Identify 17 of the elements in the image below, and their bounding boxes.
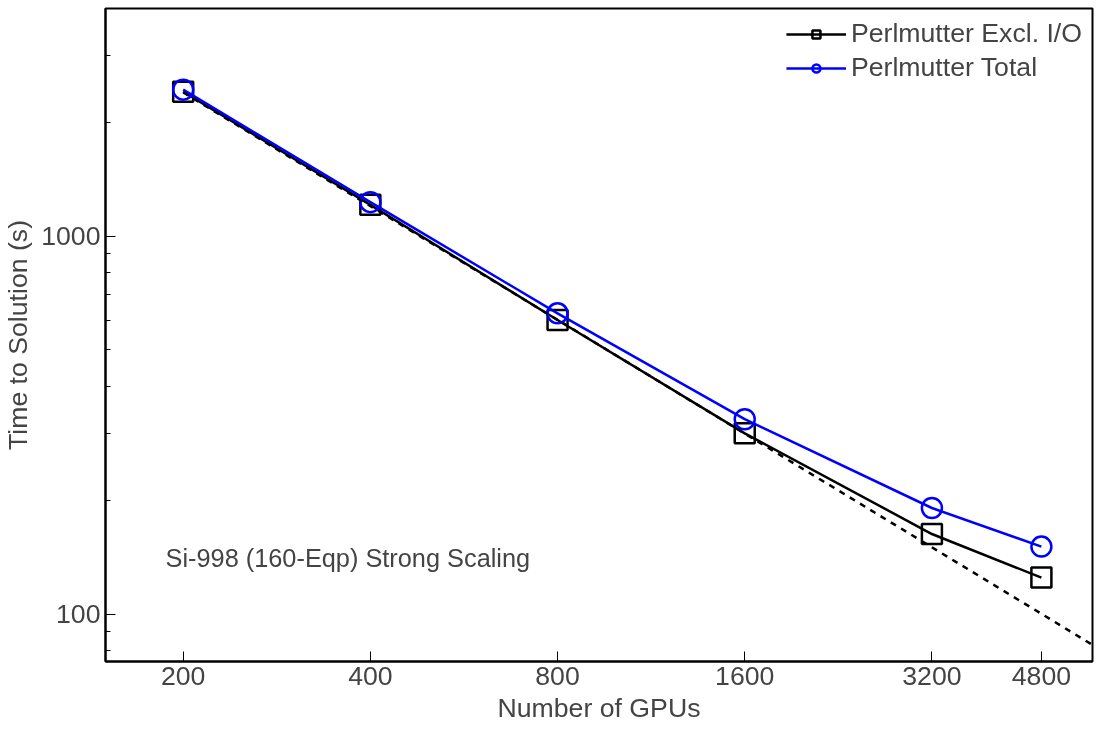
x-tick-label: 800 (535, 660, 580, 691)
y-tick-label: 100 (56, 599, 101, 630)
y-tick-label: 1000 (41, 221, 101, 252)
x-tick-label: 3200 (902, 660, 962, 691)
point (546, 302, 569, 325)
x-tick-label: 200 (160, 660, 206, 691)
y-axis-title: Time to Solution (s) (3, 219, 34, 451)
point (733, 407, 756, 431)
point (920, 496, 944, 520)
x-tick-label: 1600 (715, 660, 775, 691)
legend-label: Perlmutter Excl. I/O (850, 18, 1082, 49)
x-axis-title: Number of GPUs (497, 692, 701, 723)
x-tick-label: 400 (348, 660, 393, 691)
annotation: Si-998 (160-Eqp) Strong Scaling (165, 543, 531, 572)
point (920, 522, 944, 546)
legend-label: Perlmutter Total (850, 52, 1038, 83)
x-tick-label: 4800 (1011, 660, 1072, 691)
